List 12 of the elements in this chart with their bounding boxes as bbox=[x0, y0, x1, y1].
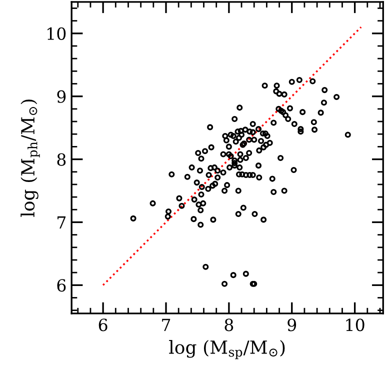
x-axis-title: log (M$_{sp}$/M$_{⊙}$) bbox=[169, 340, 285, 360]
y-tick-label: 9 bbox=[57, 90, 66, 103]
x-tick-label: 9 bbox=[288, 318, 296, 332]
x-tick-label: 8 bbox=[224, 318, 234, 332]
x-tick-label: 10 bbox=[346, 318, 364, 332]
y-tick-label: 7 bbox=[58, 216, 66, 229]
x-tick-label: 6 bbox=[98, 318, 108, 332]
y-tick-label: 8 bbox=[57, 153, 66, 166]
y-tick-label: 6 bbox=[57, 279, 66, 292]
y-tick-label: 10 bbox=[48, 27, 66, 40]
x-tick-label: 7 bbox=[162, 318, 170, 331]
y-axis-title: log (M$_{ph}$/M$_{⊙}$) bbox=[20, 100, 40, 217]
